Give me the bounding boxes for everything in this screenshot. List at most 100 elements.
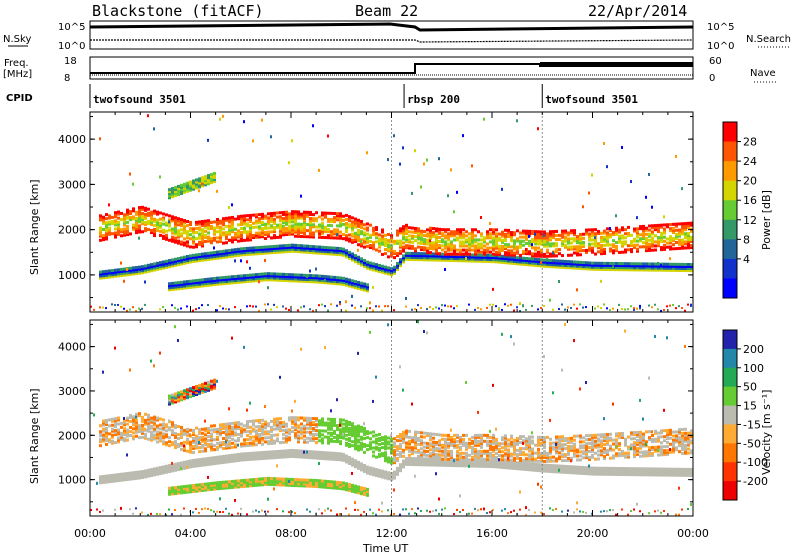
heatmap-cell bbox=[363, 493, 366, 497]
heatmap-cell bbox=[111, 429, 114, 433]
heatmap-cell bbox=[642, 245, 645, 249]
heatmap-cell bbox=[675, 262, 678, 266]
heatmap-cell bbox=[135, 472, 138, 476]
heatmap-cell bbox=[342, 452, 345, 456]
heatmap-cell bbox=[300, 275, 303, 279]
heatmap-cell bbox=[306, 280, 309, 284]
heatmap-cell bbox=[204, 439, 207, 443]
heatmap-cell bbox=[396, 268, 399, 272]
heatmap-cell bbox=[354, 463, 357, 467]
heatmap-cell bbox=[564, 231, 567, 235]
heatmap-cell bbox=[258, 510, 260, 513]
heatmap-cell bbox=[114, 235, 117, 239]
heatmap-cell bbox=[123, 223, 126, 227]
heatmap-cell bbox=[237, 280, 240, 284]
heatmap-cell bbox=[189, 484, 192, 488]
heatmap-cell bbox=[540, 240, 543, 244]
heatmap-cell bbox=[243, 442, 246, 446]
heatmap-cell bbox=[360, 259, 363, 263]
heatmap-cell bbox=[435, 249, 438, 253]
heatmap-cell bbox=[291, 249, 294, 253]
heatmap-cell bbox=[462, 242, 465, 246]
heatmap-cell bbox=[291, 224, 294, 228]
heatmap-cell bbox=[480, 255, 483, 259]
heatmap-cell bbox=[114, 303, 116, 306]
heatmap-cell bbox=[267, 440, 270, 444]
heatmap-cell bbox=[216, 278, 219, 282]
heatmap-cell bbox=[345, 283, 348, 287]
heatmap-cell bbox=[222, 219, 225, 223]
heatmap-cell bbox=[594, 234, 597, 238]
heatmap-cell bbox=[222, 458, 225, 462]
heatmap-cell bbox=[252, 236, 255, 240]
heatmap-cell bbox=[543, 244, 546, 248]
heatmap-cell bbox=[162, 432, 165, 436]
heatmap-cell bbox=[690, 244, 693, 248]
heatmap-cell bbox=[645, 249, 648, 253]
heatmap-cell bbox=[201, 459, 204, 463]
heatmap-cell bbox=[669, 237, 672, 241]
heatmap-cell bbox=[156, 224, 159, 228]
heatmap-cell bbox=[288, 436, 291, 440]
heatmap-cell bbox=[531, 252, 534, 256]
heatmap-cell bbox=[237, 427, 240, 431]
heatmap-cell bbox=[663, 268, 666, 272]
heatmap-cell bbox=[111, 423, 114, 427]
heatmap-cell bbox=[180, 224, 183, 228]
heatmap-cell bbox=[261, 481, 264, 485]
heatmap-cell bbox=[672, 262, 675, 266]
heatmap-cell bbox=[579, 245, 582, 249]
heatmap-cell bbox=[432, 243, 435, 247]
heatmap-cell bbox=[273, 234, 276, 238]
heatmap-cell bbox=[687, 238, 690, 242]
heatmap-cell bbox=[303, 212, 306, 216]
heatmap-cell bbox=[534, 242, 537, 246]
heatmap-cell bbox=[444, 234, 447, 238]
heatmap-cell bbox=[150, 468, 153, 472]
heatmap-cell bbox=[183, 219, 186, 223]
heatmap-cell bbox=[561, 243, 564, 247]
heatmap-cell bbox=[339, 216, 342, 220]
heatmap-cell bbox=[117, 274, 120, 278]
heatmap-cell bbox=[186, 464, 189, 468]
heatmap-cell bbox=[138, 220, 141, 224]
heatmap-cell bbox=[294, 222, 297, 226]
heatmap-cell bbox=[666, 264, 669, 268]
heatmap-cell bbox=[255, 439, 258, 443]
heatmap-cell bbox=[369, 223, 372, 227]
heatmap-cell bbox=[417, 254, 420, 258]
heatmap-cell bbox=[204, 488, 207, 492]
heatmap-cell bbox=[249, 431, 252, 435]
heatmap-cell bbox=[360, 238, 363, 242]
heatmap-cell bbox=[177, 491, 180, 495]
heatmap-cell bbox=[141, 511, 143, 514]
heatmap-cell bbox=[213, 246, 215, 250]
heatmap-cell bbox=[240, 233, 243, 237]
heatmap-cell bbox=[441, 234, 444, 238]
heatmap-cell bbox=[240, 483, 243, 487]
heatmap-cell bbox=[153, 433, 156, 437]
heatmap-cell bbox=[210, 181, 213, 185]
heatmap-cell bbox=[225, 224, 228, 228]
heatmap-cell bbox=[318, 479, 321, 483]
heatmap-cell bbox=[120, 431, 123, 435]
heatmap-cell bbox=[171, 189, 174, 193]
heatmap-cell bbox=[498, 252, 501, 256]
heatmap-cell bbox=[189, 440, 192, 444]
heatmap-cell bbox=[303, 424, 306, 428]
heatmap-cell bbox=[363, 263, 366, 267]
heatmap-cell bbox=[267, 226, 270, 230]
heatmap-cell bbox=[456, 305, 458, 308]
heatmap-cell bbox=[264, 230, 267, 234]
heatmap-cell bbox=[216, 220, 219, 224]
heatmap-cell bbox=[186, 244, 189, 248]
heatmap-cell bbox=[609, 309, 611, 312]
heatmap-cell bbox=[219, 282, 222, 286]
heatmap-cell bbox=[180, 435, 183, 439]
heatmap-cell bbox=[303, 438, 306, 442]
heatmap-cell bbox=[201, 384, 204, 388]
heatmap-cell bbox=[690, 265, 693, 269]
heatmap-cell bbox=[147, 437, 150, 441]
heatmap-cell bbox=[531, 238, 534, 242]
heatmap-cell bbox=[147, 470, 150, 474]
